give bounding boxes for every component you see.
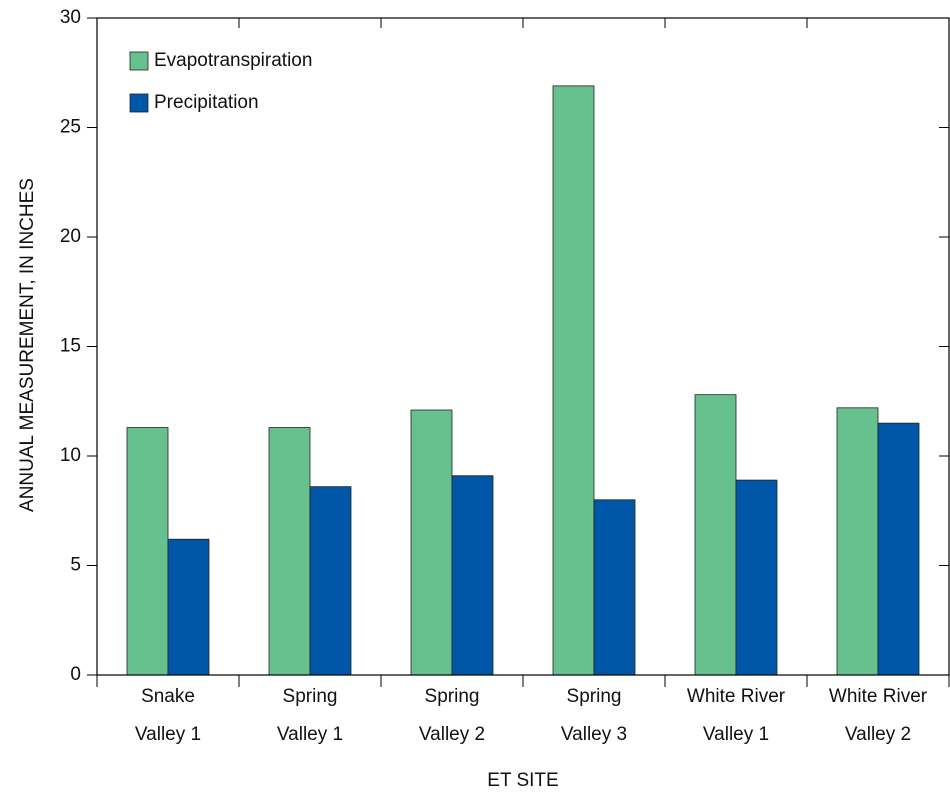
x-tick-label-line: Valley 1 <box>277 724 343 745</box>
legend-label: Evapotranspiration <box>154 50 312 71</box>
bar <box>836 407 879 676</box>
x-tick-label-line: White River <box>829 686 928 707</box>
y-tick-label: 30 <box>60 7 81 28</box>
x-tick-label-line: Valley 1 <box>703 724 769 745</box>
legend-swatch <box>129 51 149 71</box>
bar <box>593 499 636 676</box>
plot-frame <box>96 17 950 676</box>
bar <box>877 422 920 676</box>
x-tick-label-line: White River <box>687 686 786 707</box>
legend-label: Precipitation <box>154 92 259 113</box>
bar <box>167 538 210 676</box>
bar <box>268 427 311 676</box>
y-axis-title: ANNUAL MEASUREMENT, IN INCHES <box>17 178 38 512</box>
x-tick-label: White River Valley 2 <box>829 686 928 745</box>
x-tick-label: Spring Valley 2 <box>419 686 485 745</box>
y-tick-label: 15 <box>60 336 81 357</box>
x-tick-label: Spring Valley 1 <box>277 686 343 745</box>
bar <box>735 479 778 676</box>
legend-swatch <box>129 93 149 113</box>
x-axis-title: ET SITE <box>487 770 558 791</box>
y-tick-label: 25 <box>60 117 81 138</box>
bar <box>126 427 169 676</box>
bar <box>451 475 494 676</box>
bar <box>410 409 453 676</box>
x-tick-label: White River Valley 1 <box>687 686 786 745</box>
bar <box>309 486 352 676</box>
y-tick-label: 0 <box>70 664 81 685</box>
bar <box>694 394 737 676</box>
x-tick-label: Spring Valley 3 <box>561 686 627 745</box>
x-tick-label-line: Snake <box>141 686 195 707</box>
x-tick-label-line: Valley 1 <box>135 724 201 745</box>
x-tick-label-line: Spring <box>425 686 480 707</box>
y-tick-label: 20 <box>60 226 81 247</box>
x-tick-label-line: Valley 2 <box>419 724 485 745</box>
y-tick-label: 10 <box>60 445 81 466</box>
x-tick-label-line: Spring <box>567 686 622 707</box>
bar <box>552 85 595 676</box>
y-tick-label: 5 <box>70 555 81 576</box>
x-tick-label-line: Valley 3 <box>561 724 627 745</box>
x-tick-label-line: Valley 2 <box>845 724 911 745</box>
x-tick-label: Snake Valley 1 <box>135 686 201 745</box>
x-tick-label-line: Spring <box>283 686 338 707</box>
